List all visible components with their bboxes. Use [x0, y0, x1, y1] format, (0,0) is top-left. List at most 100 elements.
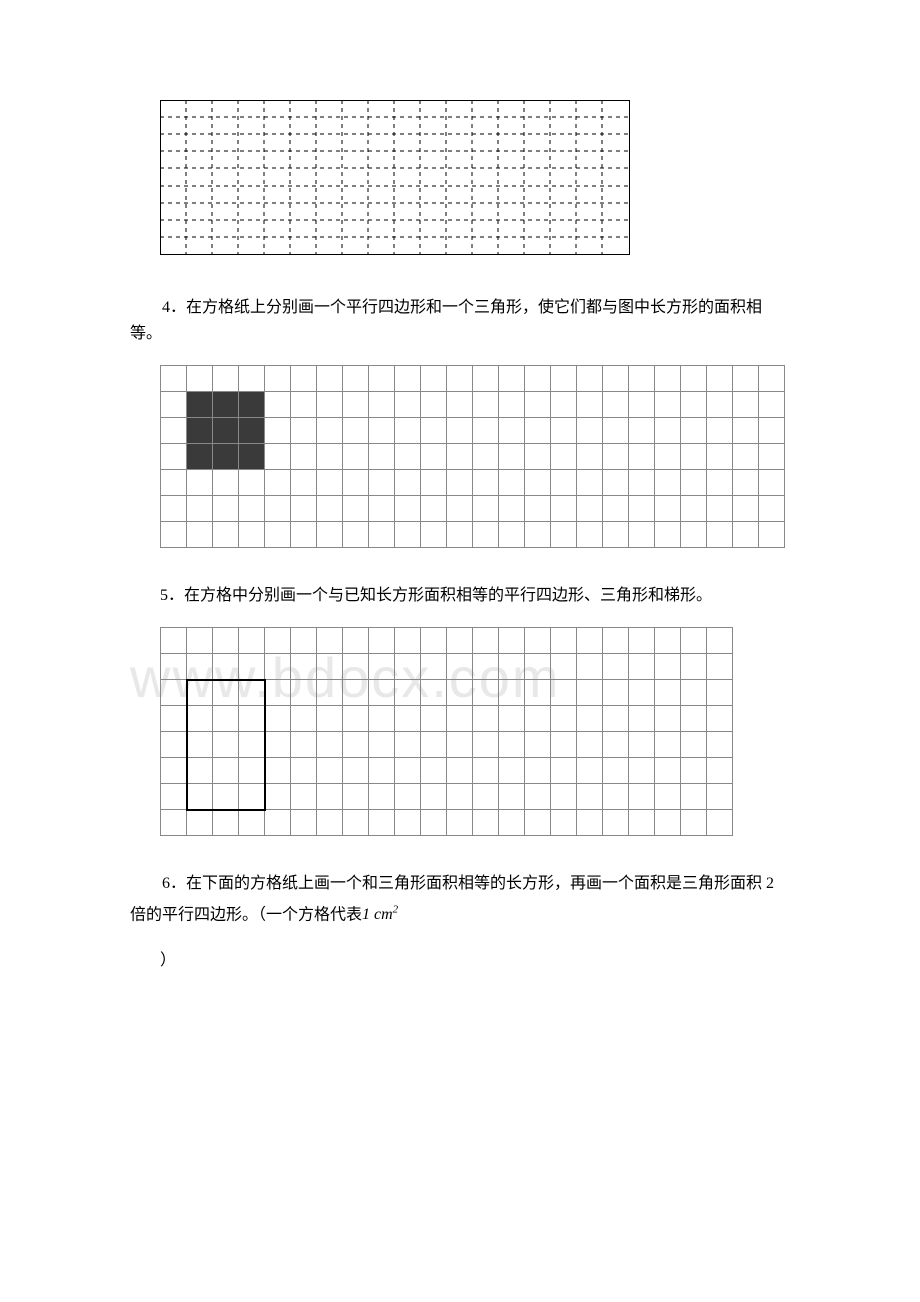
grid-cell — [369, 366, 395, 392]
grid-cell — [603, 418, 629, 444]
grid-cell — [447, 628, 473, 654]
grid-cell — [343, 758, 369, 784]
grid-cell — [629, 522, 655, 548]
grid-cell — [655, 680, 681, 706]
grid-cell — [733, 418, 759, 444]
grid-cell — [499, 628, 525, 654]
grid-cell — [707, 392, 733, 418]
grid-cell — [525, 706, 551, 732]
grid-cell — [473, 732, 499, 758]
grid-cell — [421, 784, 447, 810]
grid-cell — [473, 758, 499, 784]
grid-cell — [317, 706, 343, 732]
grid-cell — [265, 392, 291, 418]
grid-cell — [577, 654, 603, 680]
grid-cell — [733, 444, 759, 470]
grid-cell — [421, 810, 447, 836]
question-4-text: 4．在方格纸上分别画一个平行四边形和一个三角形，使它们都与图中长方形的面积相等。 — [130, 295, 790, 347]
grid-cell — [499, 680, 525, 706]
grid-cell — [291, 522, 317, 548]
grid-cell — [733, 392, 759, 418]
grid-cell — [239, 732, 265, 758]
grid-cell — [421, 522, 447, 548]
grid-cell — [395, 654, 421, 680]
grid-cell — [551, 784, 577, 810]
grid-cell — [369, 758, 395, 784]
grid-cell — [603, 366, 629, 392]
grid-cell — [187, 496, 213, 522]
grid-cell — [161, 392, 187, 418]
grid-cell — [473, 444, 499, 470]
grid-cell — [317, 444, 343, 470]
grid-cell — [291, 366, 317, 392]
grid-cell — [603, 732, 629, 758]
grid-cell — [317, 366, 343, 392]
grid-cell — [369, 628, 395, 654]
page-content: 4．在方格纸上分别画一个平行四边形和一个三角形，使它们都与图中长方形的面积相等。… — [130, 100, 790, 970]
grid-cell — [421, 628, 447, 654]
grid-cell — [603, 680, 629, 706]
grid-cell — [369, 732, 395, 758]
grid-cell — [343, 366, 369, 392]
grid-cell — [603, 784, 629, 810]
grid-cell — [577, 444, 603, 470]
grid-cell — [525, 784, 551, 810]
grid-cell — [551, 496, 577, 522]
grid-cell — [421, 366, 447, 392]
grid-cell — [577, 496, 603, 522]
grid-cell — [655, 628, 681, 654]
grid-cell — [681, 392, 707, 418]
grid-cell — [707, 680, 733, 706]
grid-cell — [161, 628, 187, 654]
grid-cell — [161, 470, 187, 496]
grid-cell — [681, 810, 707, 836]
grid-cell — [525, 366, 551, 392]
grid-cell — [681, 758, 707, 784]
grid-cell — [473, 706, 499, 732]
grid-cell — [421, 706, 447, 732]
grid-cell — [187, 470, 213, 496]
grid-cell — [473, 418, 499, 444]
grid-cell — [603, 522, 629, 548]
grid-cell — [473, 654, 499, 680]
grid-cell — [317, 732, 343, 758]
grid-cell — [213, 470, 239, 496]
grid-cell — [759, 496, 785, 522]
grid-cell — [213, 392, 239, 418]
grid-cell — [499, 654, 525, 680]
grid-cell — [343, 654, 369, 680]
grid-cell — [343, 706, 369, 732]
grid-cell — [629, 444, 655, 470]
grid-cell — [577, 758, 603, 784]
grid-cell — [577, 706, 603, 732]
grid-cell — [239, 680, 265, 706]
grid-cell — [421, 470, 447, 496]
grid-cell — [265, 418, 291, 444]
grid-cell — [707, 810, 733, 836]
grid-cell — [473, 522, 499, 548]
grid-cell — [161, 784, 187, 810]
grid-cell — [161, 810, 187, 836]
grid-cell — [291, 444, 317, 470]
grid-cell — [213, 444, 239, 470]
grid-cell — [213, 628, 239, 654]
grid-cell — [317, 418, 343, 444]
grid-cell — [343, 496, 369, 522]
grid-cell — [655, 654, 681, 680]
grid-cell — [499, 444, 525, 470]
grid-cell — [759, 522, 785, 548]
q4-grid — [160, 365, 785, 548]
grid-cell — [239, 470, 265, 496]
grid-cell — [395, 418, 421, 444]
grid-cell — [369, 522, 395, 548]
grid-cell — [213, 496, 239, 522]
grid-cell — [161, 758, 187, 784]
grid-cell — [291, 392, 317, 418]
grid-cell — [577, 470, 603, 496]
grid-cell — [551, 418, 577, 444]
grid-cell — [525, 522, 551, 548]
grid-cell — [317, 654, 343, 680]
grid-cell — [525, 810, 551, 836]
grid-cell — [187, 444, 213, 470]
grid-cell — [239, 366, 265, 392]
